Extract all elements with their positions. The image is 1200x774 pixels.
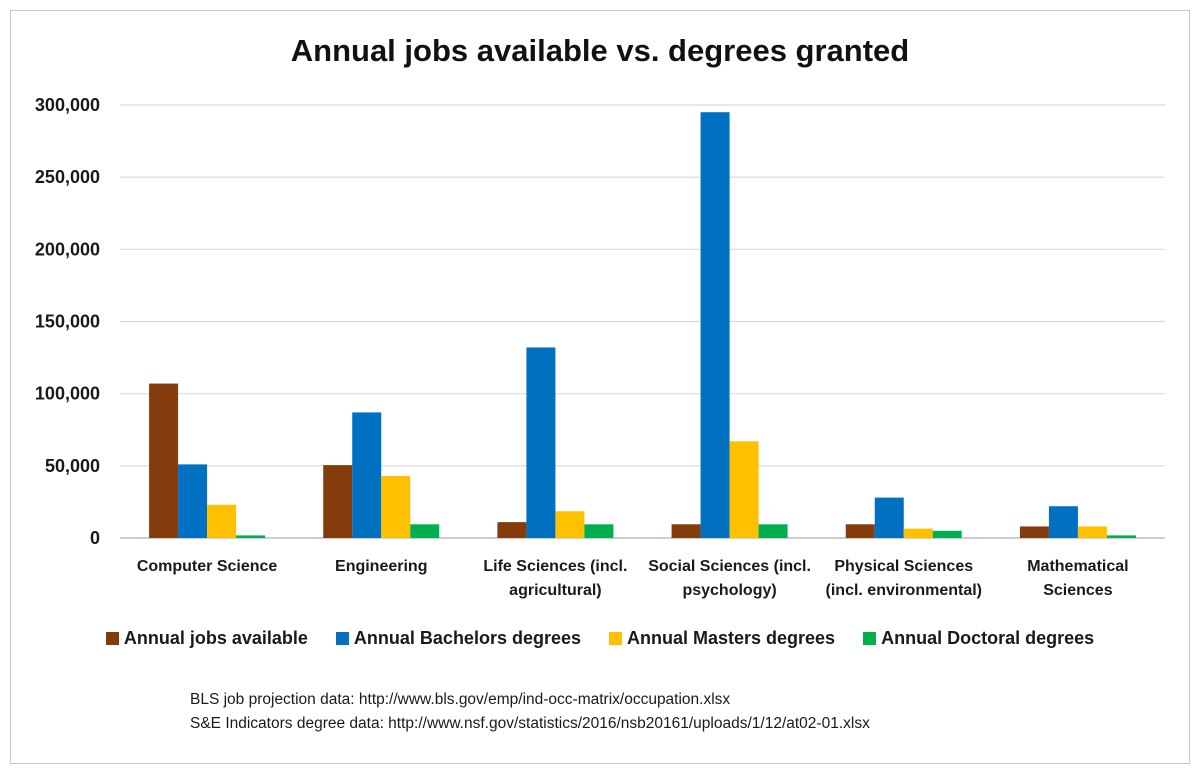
y-tick-label: 300,000 [35, 95, 100, 115]
x-tick-label-line: psychology) [682, 582, 776, 599]
x-tick-label-line: agricultural) [509, 582, 601, 599]
y-tick-label: 150,000 [35, 312, 100, 332]
legend-label: Annual Bachelors degrees [353, 628, 581, 648]
bar-1-2 [526, 347, 556, 538]
x-tick-label: Computer Science [137, 558, 278, 575]
legend-label: Annual Doctoral degrees [881, 628, 1095, 648]
x-tick-label-line: Physical Sciences [834, 558, 973, 575]
source-bls: BLS job projection data: http://www.bls.… [190, 691, 731, 708]
x-tick-label-line: Life Sciences (incl. [483, 558, 627, 575]
chart-title: Annual jobs available vs. degrees grante… [290, 33, 910, 68]
legend-label: Annual Masters degrees [627, 628, 836, 648]
bar-3-0 [236, 535, 266, 538]
x-tick-label-line: (incl. environmental) [826, 582, 982, 599]
bar-3-2 [584, 524, 614, 538]
x-tick-label: Engineering [335, 558, 427, 575]
legend-item: Annual Masters degrees [609, 628, 835, 649]
bar-2-4 [903, 528, 933, 538]
bar-0-3 [671, 524, 701, 538]
bar-1-0 [178, 464, 208, 538]
x-tick-label: Life Sciences (incl. agricultural) [483, 558, 627, 599]
bar-1-4 [874, 497, 904, 538]
x-tick-label-line: Social Sciences (incl. [648, 558, 811, 575]
bar-2-5 [1077, 526, 1107, 538]
bar-2-2 [555, 511, 585, 538]
bar-0-5 [1019, 526, 1049, 538]
y-tick-label: 100,000 [35, 384, 100, 404]
bar-3-3 [758, 524, 788, 538]
legend: Annual jobs available Annual Bachelors de… [0, 628, 1200, 649]
bar-3-5 [1106, 535, 1136, 538]
legend-swatch [863, 632, 877, 645]
bar-0-2 [497, 522, 527, 538]
chart-frame [10, 10, 1190, 764]
x-tick-label: Mathematical Sciences [1027, 558, 1128, 599]
x-tick-label: Social Sciences (incl. psychology) [648, 558, 811, 599]
y-tick-label: 200,000 [35, 239, 100, 259]
legend-swatch [105, 632, 119, 645]
bar-2-3 [729, 441, 759, 538]
legend-item: Annual Doctoral degrees [863, 628, 1094, 649]
bar-1-5 [1048, 506, 1078, 538]
bar-0-0 [149, 383, 179, 538]
y-tick-label: 250,000 [35, 167, 100, 187]
legend-item: Annual jobs available [105, 628, 308, 649]
legend-label: Annual jobs available [123, 628, 308, 648]
y-tick-label: 50,000 [45, 456, 100, 476]
y-tick-label: 0 [90, 528, 100, 548]
bar-2-0 [207, 504, 237, 538]
bar-0-4 [845, 524, 875, 538]
sources-note: BLS job projection data: http://www.bls.… [190, 688, 870, 736]
x-tick-label: Physical Sciences (incl. environmental) [826, 558, 982, 599]
legend-item: Annual Bachelors degrees [335, 628, 581, 649]
bar-3-4 [932, 530, 962, 538]
x-tick-label-line: Engineering [335, 558, 427, 575]
source-nsf: S&E Indicators degree data: http://www.n… [190, 715, 870, 732]
bar-2-1 [381, 475, 411, 538]
x-tick-label-line: Computer Science [137, 558, 278, 575]
bar-1-1 [352, 412, 382, 538]
x-tick-label-line: Mathematical [1027, 558, 1128, 575]
bar-1-3 [700, 112, 730, 538]
x-tick-label-line: Sciences [1043, 582, 1112, 599]
legend-swatch [335, 632, 349, 645]
bar-0-1 [323, 465, 353, 538]
legend-swatch [609, 632, 622, 645]
bar-3-1 [410, 524, 440, 538]
